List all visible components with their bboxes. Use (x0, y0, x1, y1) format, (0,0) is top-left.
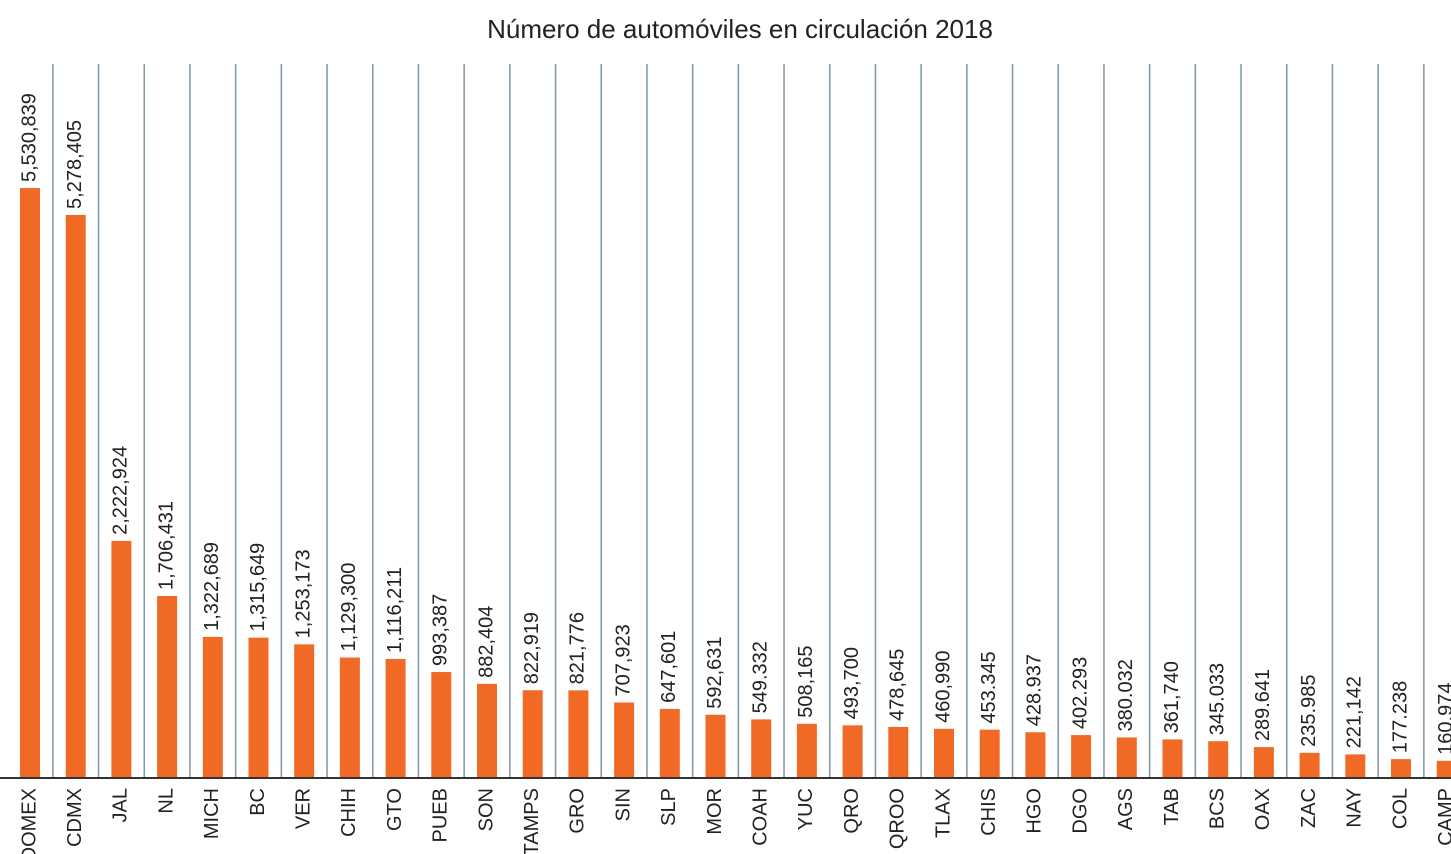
x-tick-label: SIN (612, 788, 634, 821)
bar (1299, 752, 1320, 778)
x-tick-label: BC (247, 788, 269, 816)
value-label: 177.238 (1389, 681, 1411, 753)
bar (1253, 747, 1274, 778)
value-label: 1,253,173 (292, 549, 314, 638)
value-label: 235.985 (1298, 675, 1320, 747)
x-tick-label: TAMPS (521, 788, 543, 854)
bar (979, 729, 1000, 778)
bar (1208, 741, 1229, 778)
bar (1436, 760, 1451, 778)
x-tick-label: HGO (1024, 788, 1046, 834)
x-tick-label: COL (1389, 788, 1411, 829)
x-tick-label: DGO (1069, 788, 1091, 834)
bar (659, 708, 680, 778)
x-tick-label: AGS (1115, 788, 1137, 830)
x-tick-label: OAX (1252, 788, 1274, 830)
bar (934, 728, 954, 778)
x-tick-label: COAH (749, 788, 771, 846)
bar (568, 690, 589, 778)
bar (888, 726, 909, 778)
value-label: 361,740 (1161, 661, 1183, 733)
bar (202, 636, 223, 778)
x-tick-label: PUEB (430, 788, 452, 842)
value-label: 289.641 (1252, 669, 1274, 741)
value-label: 882,404 (475, 606, 497, 678)
x-tick-label: CHIS (978, 788, 1000, 836)
x-tick-label: MOR (704, 788, 726, 835)
chart-title: Número de automóviles en circulación 201… (487, 14, 993, 44)
bar (20, 188, 40, 779)
value-label: 1,315,649 (247, 543, 269, 632)
x-tick-label: ZAC (1298, 788, 1320, 828)
value-label: 478,645 (887, 649, 909, 721)
value-label: 822,919 (521, 612, 543, 684)
x-tick-label: MICH (201, 788, 223, 839)
value-label: 1,322,689 (201, 542, 223, 631)
x-tick-label: JAL (110, 788, 132, 822)
x-tick-label: CAMP (1435, 788, 1451, 846)
x-tick-label: CHIH (338, 788, 360, 837)
value-label: 428.937 (1024, 654, 1046, 726)
value-label: 453.345 (978, 651, 1000, 723)
bar (796, 723, 817, 778)
x-tick-label: NL (155, 788, 177, 814)
bar (477, 683, 497, 778)
bar (1345, 754, 1366, 778)
bar (385, 658, 406, 778)
bar (431, 672, 452, 778)
x-tick-label: BCS (1206, 788, 1228, 829)
value-label: 1,129,300 (338, 563, 360, 652)
x-tick-label: QRO (841, 788, 863, 834)
bar (842, 725, 863, 778)
value-label: 1,116,211 (384, 567, 406, 653)
x-tick-label: TAB (1161, 788, 1183, 825)
x-tick-label: SON (475, 788, 497, 831)
value-label: 402.293 (1069, 657, 1091, 729)
bar (294, 644, 315, 778)
x-tick-label: EDOMEX (18, 788, 40, 854)
value-label: 160,974 (1435, 683, 1451, 755)
value-label: 647,601 (658, 631, 680, 703)
value-label: 993,387 (430, 594, 452, 666)
bar (705, 714, 726, 778)
bar (751, 719, 772, 778)
value-label: 5,278,405 (64, 120, 86, 209)
bar (248, 637, 269, 778)
value-label: 508,165 (795, 645, 817, 717)
bar (614, 702, 635, 778)
x-tick-label: SLP (658, 788, 680, 826)
value-label: 460,990 (932, 651, 954, 723)
bar (65, 214, 86, 778)
x-tick-label: GRO (567, 788, 589, 834)
value-label: 707,923 (612, 624, 634, 696)
value-label: 821,776 (567, 612, 589, 684)
bar (1025, 732, 1046, 778)
value-label: 549.332 (749, 641, 771, 713)
value-label: 493,700 (841, 647, 863, 719)
x-tick-label: NAY (1344, 788, 1366, 828)
x-tick-label: QROO (887, 788, 909, 849)
x-tick-label: YUC (795, 788, 817, 830)
value-label: 5,530,839 (18, 93, 40, 182)
value-label: 1,706,431 (155, 501, 177, 590)
bar (339, 657, 360, 778)
bar (1391, 759, 1411, 778)
value-label: 345.033 (1206, 663, 1228, 735)
x-tick-label: CDMX (64, 788, 86, 847)
bar (1162, 739, 1183, 778)
value-label: 2,222,924 (110, 446, 132, 535)
value-label: 592,631 (704, 636, 726, 708)
bar (1116, 737, 1137, 778)
value-label: 380.032 (1115, 659, 1137, 731)
value-label: 221,142 (1344, 676, 1366, 748)
bar (111, 540, 132, 778)
x-tick-label: GTO (384, 788, 406, 831)
bar (522, 690, 543, 778)
bar (157, 595, 178, 778)
bar (1071, 735, 1092, 778)
x-tick-label: VER (292, 788, 314, 829)
x-tick-label: TLAX (932, 788, 954, 838)
